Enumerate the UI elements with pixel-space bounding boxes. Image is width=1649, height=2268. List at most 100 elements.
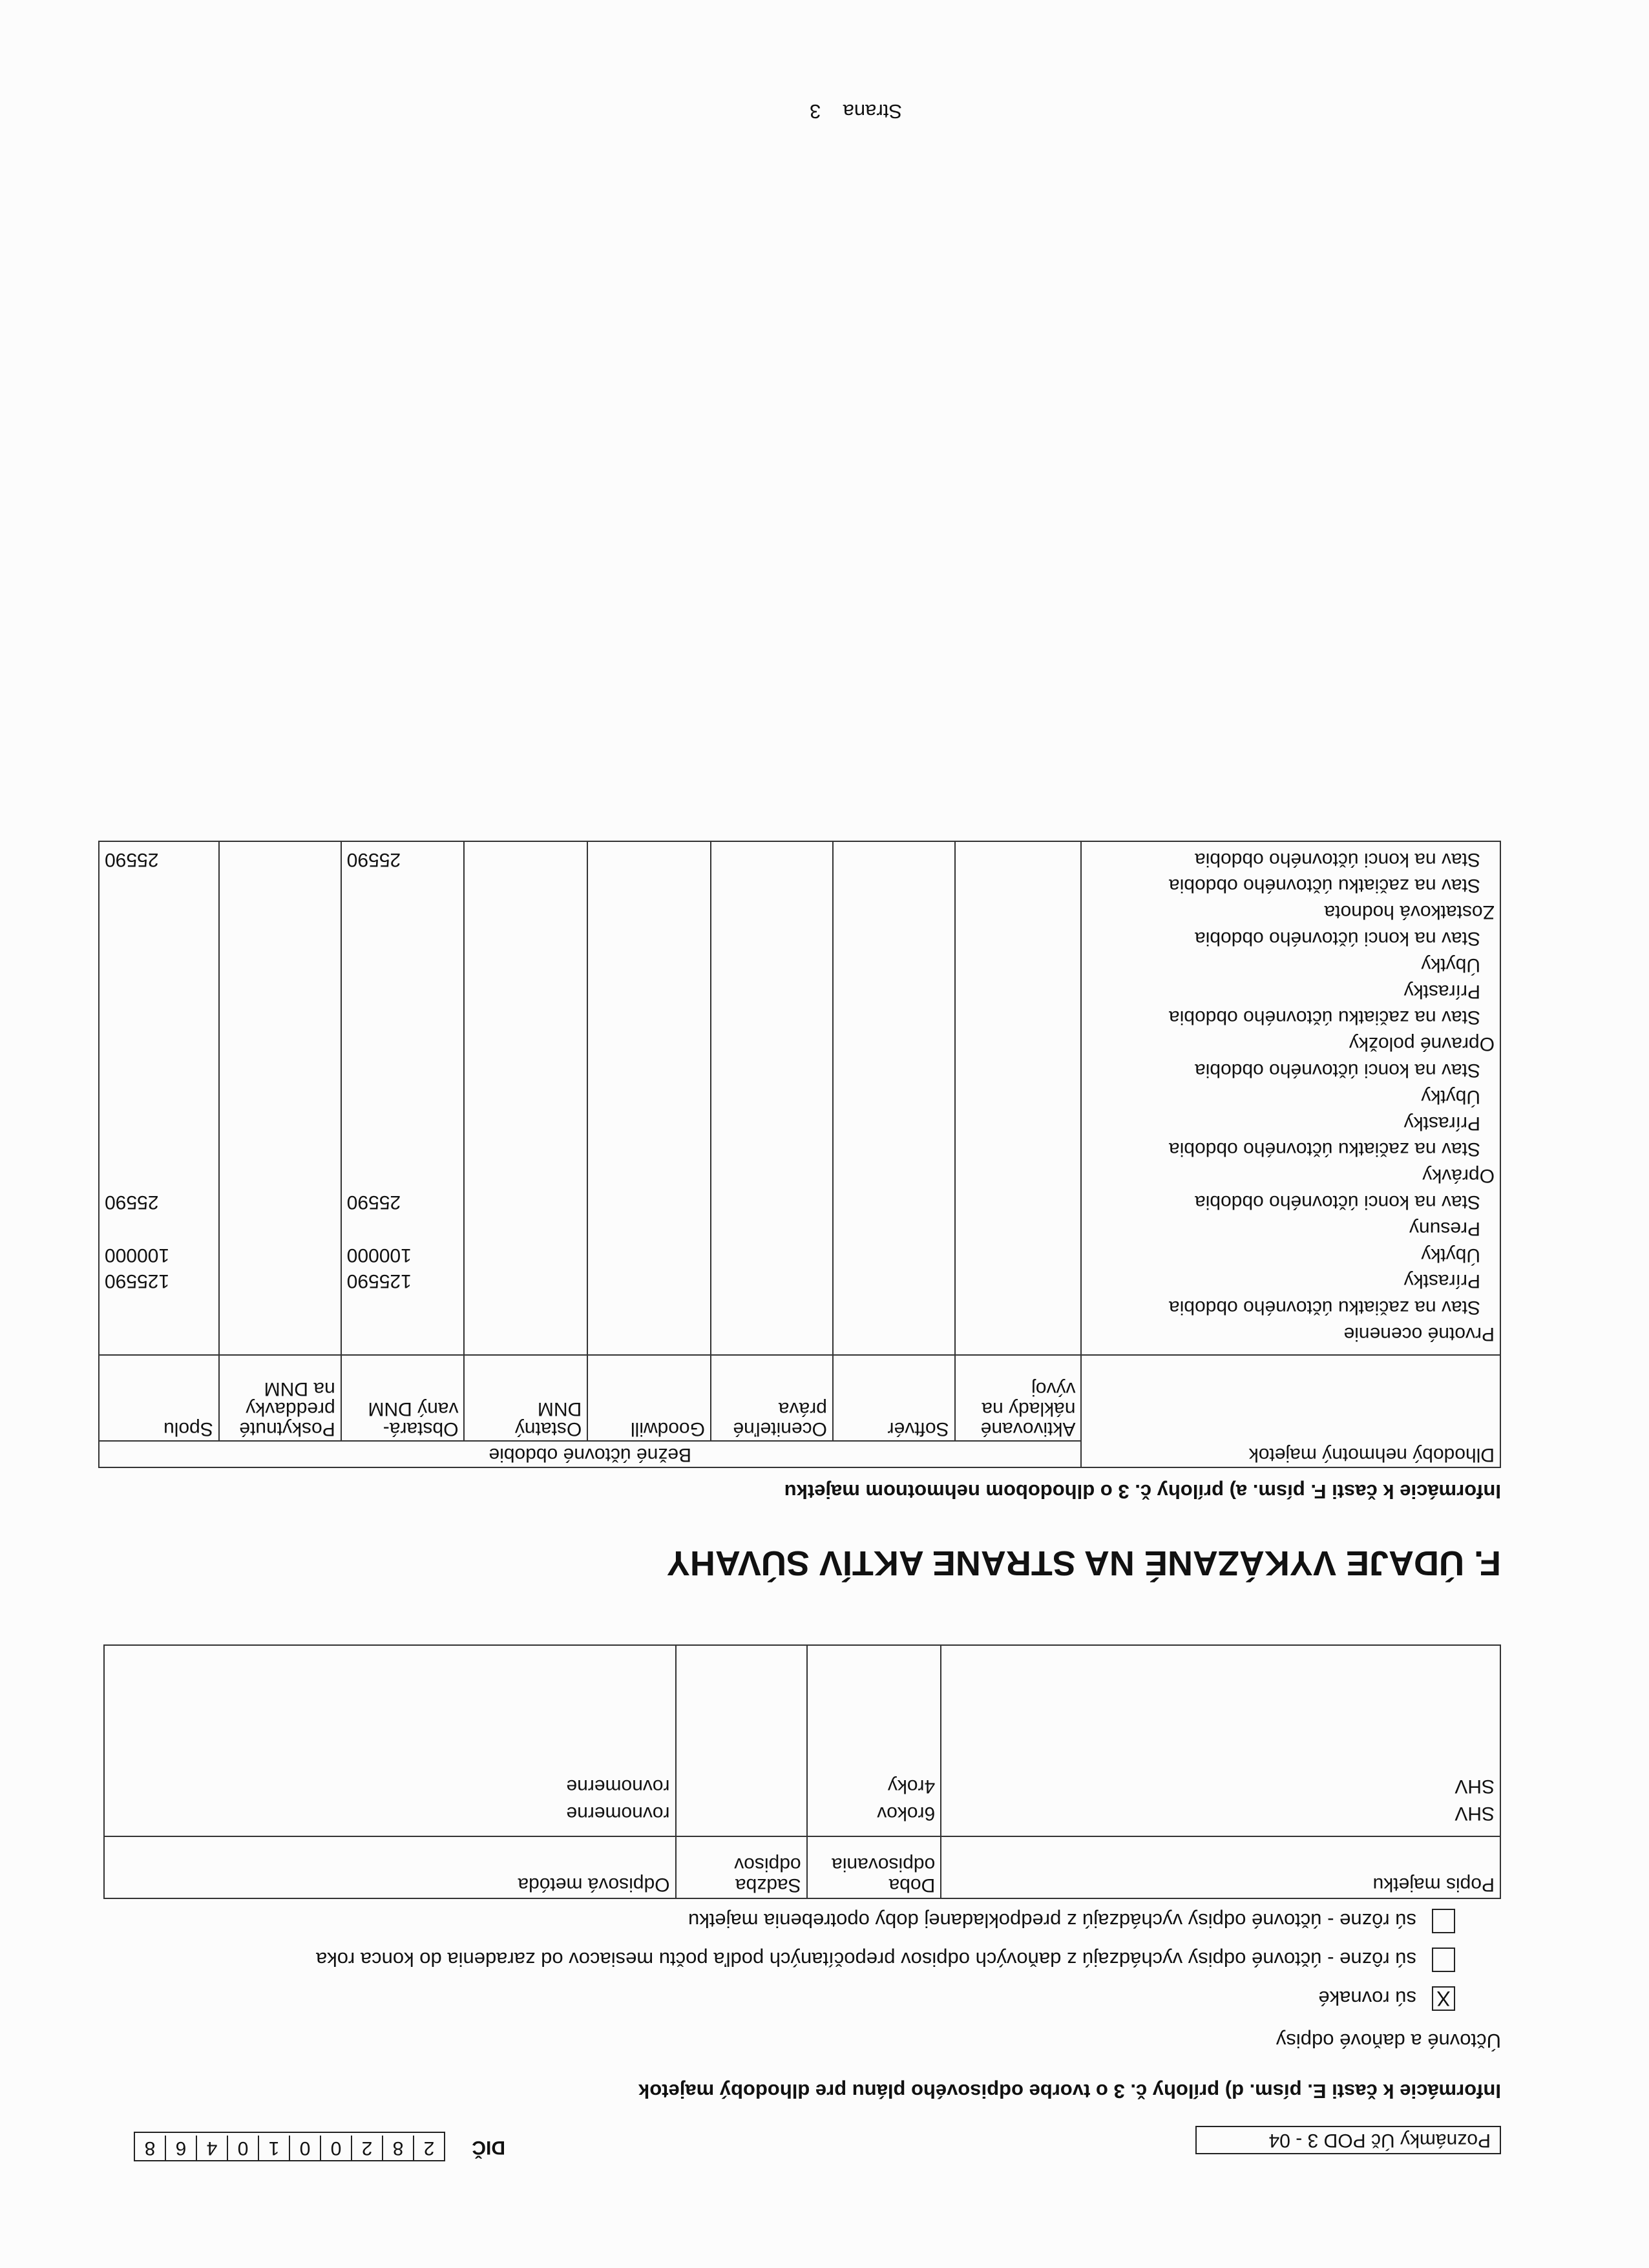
dic-digit: 1 [258,2136,289,2160]
value-cell [717,1241,827,1268]
table-header-cell: Popis majetku [941,1836,1500,1898]
value-cell [470,978,582,1004]
value-cell [470,1136,582,1162]
dic-digit: 0 [289,2136,320,2160]
value-cell [717,1320,827,1347]
value-cell [347,1320,459,1347]
value-cell [105,1109,213,1136]
value-cell [961,872,1076,899]
table-cell-value [682,1772,801,1800]
row-label: Prvotné ocenenie [1343,1323,1495,1345]
value-cell: 25590 [105,1192,159,1213]
value-cell [225,1241,335,1268]
value-cell [961,846,1076,872]
value-cell [225,1188,335,1215]
row-label: Stav na začiatku účtovného obdobia [1168,1297,1480,1319]
value-cell [961,951,1076,978]
value-cell [225,1056,335,1083]
value-cell [839,978,949,1004]
table-cell-value: 6rokov [877,1803,936,1824]
table-cell-value: SHV [1455,1776,1495,1797]
value-cell [839,1241,949,1268]
dic-digit: 6 [165,2136,196,2160]
value-cell: 100000 [105,1244,170,1266]
table-column-cell: SHV SHV [941,1645,1500,1836]
row-header-cell: Dlhodobý nehmotný majetok [1081,1355,1500,1467]
value-cell [717,1030,827,1056]
value-cell [593,1188,705,1215]
option-label: sú rovnaké [1318,1987,1416,2010]
value-cell [717,1268,827,1294]
column-header: Softvér [832,1355,955,1442]
intangible-assets-table: Dlhodobý nehmotný majetok Bežné účtovné … [98,841,1501,1468]
value-column: 125590 100000 25590 25590 [99,841,219,1355]
value-cell [105,1030,213,1056]
option-checkbox[interactable] [1432,1948,1455,1972]
table-column-cell: 6rokov 4roky [806,1645,941,1836]
value-cell [105,1162,213,1188]
value-cell [105,1056,213,1083]
value-cell [347,898,459,925]
row-label: Zostatková hodnota [1324,901,1495,923]
column-header: Oceniteľné práva [711,1355,833,1442]
row-label: Presuny [1409,1217,1480,1239]
value-cell: 125590 [105,1270,170,1292]
value-cell [961,1215,1076,1241]
value-cell [839,898,949,925]
option-checkbox[interactable] [1432,1909,1455,1933]
dic-label: DIČ [472,2137,505,2158]
value-cell [470,1004,582,1031]
value-column [954,841,1082,1355]
value-cell [347,1004,459,1031]
value-cell [717,1056,827,1083]
section-f-subtitle: Informácie k časti F. písm. a) prílohy č… [784,1480,1501,1503]
table-cell-value: rovnomerne [566,1803,670,1824]
value-cell [839,1109,949,1136]
value-cell [593,846,705,872]
value-cell [593,872,705,899]
value-cell [961,1294,1076,1320]
row-label: Stav na začiatku účtovného obdobia [1168,1139,1480,1160]
row-label: Úbytky [1421,1086,1480,1108]
value-cell [593,1215,705,1241]
value-cell [347,1030,459,1056]
value-cell [593,925,705,951]
value-cell [961,1083,1076,1109]
value-cell [717,925,827,951]
value-cell [839,1162,949,1188]
value-cell [225,1320,335,1347]
value-cell [105,1320,213,1347]
value-cell [225,1162,335,1188]
value-cell [105,951,213,978]
value-cell [347,1294,459,1320]
value-cell [839,1215,949,1241]
option-checkbox[interactable]: X [1432,1986,1455,2011]
dic-digit: 0 [320,2136,351,2160]
value-column [218,841,341,1355]
value-cell [225,951,335,978]
value-cell [105,872,213,899]
value-cell [470,1268,582,1294]
dic-digit: 8 [144,2137,156,2159]
column-header: Obstará- vaný DNM [341,1355,465,1442]
value-cell [717,846,827,872]
value-cell [225,1268,335,1294]
column-header: Poskytnuté preddavky na DNM [218,1355,341,1442]
option-label: sú rôzne - účtovné odpisy vychádzajú z d… [315,1948,1416,1971]
row-label: Opravné položky [1349,1033,1495,1055]
value-cell [593,1294,705,1320]
value-cell [105,1004,213,1031]
value-cell [839,1083,949,1109]
value-cell [961,898,1076,925]
value-cell [593,978,705,1004]
value-cell [470,898,582,925]
row-label: Prírastky [1403,980,1480,1002]
value-cell [347,1083,459,1109]
section-f-heading: F. ÚDAJE VYKÁZANÉ NA STRANE AKTÍV SÚVAHY [666,1544,1501,1582]
value-cell [717,1136,827,1162]
value-cell [961,1056,1076,1083]
row-label: Úbytky [1421,1244,1480,1266]
page-footer: Strana 3 [810,100,902,123]
